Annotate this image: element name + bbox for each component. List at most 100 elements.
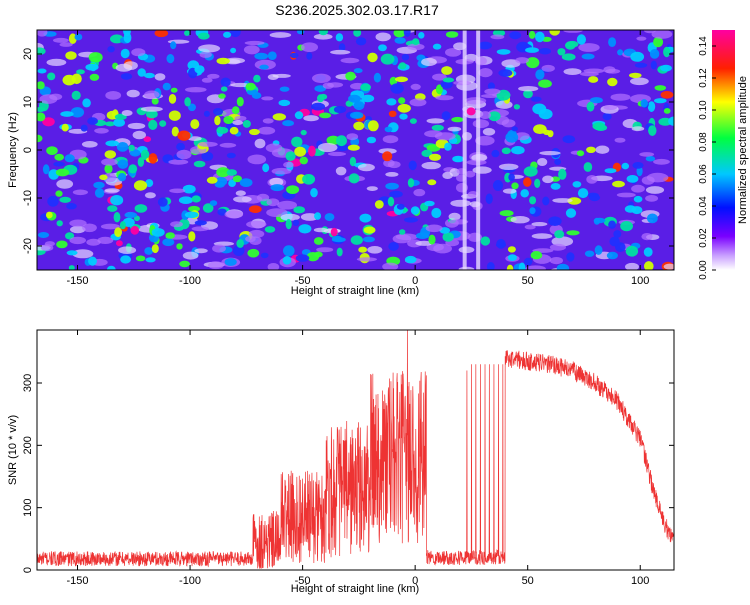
spectrogram-cell — [151, 97, 159, 105]
spectrogram-cell — [421, 161, 441, 170]
spectrogram-cell — [360, 83, 372, 92]
spectrogram-cell — [113, 118, 125, 127]
spectrogram-cell — [441, 66, 453, 75]
spectrogram-cell — [59, 42, 73, 47]
spectrogram-cell — [630, 77, 649, 86]
spectrogram-cell — [491, 149, 500, 158]
spectrogram-cell — [269, 177, 284, 187]
spectrogram-cell — [563, 68, 582, 75]
spectrogram-cell — [144, 247, 154, 255]
spectrogram-cell — [49, 93, 63, 101]
spectrogram-y-label: Frequency (Hz) — [7, 112, 19, 188]
spectrogram-cell — [505, 131, 519, 143]
spectrogram-cell — [607, 77, 618, 87]
spectrogram-cell — [72, 249, 94, 259]
colorbar-tick-label: 0.02 — [698, 228, 709, 248]
spectrogram-cell — [212, 244, 226, 253]
colorbar: 0.00 0.02 0.04 0.06 0.08 0.10 0.12 0.14 Normali… — [698, 30, 749, 280]
spectrogram-cell — [235, 190, 246, 196]
spectrogram-cell — [171, 126, 179, 137]
spectrogram-cell — [654, 98, 667, 104]
spectrogram-cell — [99, 174, 108, 181]
spectrogram-cell — [104, 150, 117, 159]
spectrogram-cell — [283, 245, 295, 257]
spectrogram-cell — [65, 232, 75, 240]
spectrogram-cell — [198, 32, 210, 40]
spectrogram-cell — [431, 207, 442, 219]
spectrogram-cell — [154, 30, 169, 38]
spectrogram-cell — [194, 248, 208, 254]
spectrogram-cell — [184, 211, 199, 219]
spectrogram-cell — [289, 52, 299, 59]
spectrogram-cell — [464, 97, 487, 105]
spectrogram-cell — [535, 69, 545, 80]
spectrogram-cell — [594, 245, 603, 255]
spectrogram-cell — [107, 205, 118, 212]
spectrogram-cell — [47, 195, 59, 207]
spectrogram-cell — [382, 151, 393, 162]
spectrogram-cell — [387, 196, 395, 207]
spectrogram-cell — [116, 142, 129, 152]
spectrogram-cell — [37, 106, 46, 112]
spectrogram-cell — [539, 47, 551, 55]
spectrogram-cell — [646, 172, 669, 183]
spectrogram-cell — [572, 181, 582, 188]
spectrogram-cell — [529, 196, 537, 205]
spectrogram-cell — [269, 32, 292, 38]
spectrogram-cell — [214, 115, 221, 126]
spectrogram-cell — [230, 47, 237, 54]
spectrogram-cell — [88, 256, 97, 266]
spectrogram-cell — [86, 238, 101, 246]
spectrogram-cell — [214, 181, 225, 188]
spectrogram-cell — [549, 243, 567, 251]
spectrogram-cell — [146, 110, 158, 119]
spectrogram-cell — [303, 115, 319, 122]
spectrogram-cell — [387, 161, 401, 169]
snr-x-tick-label: -50 — [295, 575, 311, 587]
spectrogram-cell — [386, 98, 397, 106]
spectrogram-cell — [426, 118, 445, 124]
spectrogram-y-tick-label: -20 — [22, 238, 34, 254]
spectrogram-cell — [663, 263, 674, 270]
spectrogram-cell — [318, 30, 329, 36]
spectrogram-cell — [506, 264, 514, 270]
spectrogram-cell — [267, 74, 279, 80]
spectrogram-cell — [524, 224, 536, 230]
spectrogram-x-axis: -150 -100 -50 0 50 100 — [67, 30, 649, 287]
spectrogram-cell — [282, 120, 294, 127]
spectrogram-cell — [385, 172, 399, 177]
colorbar-tick-label: 0.04 — [698, 196, 709, 216]
spectrogram-cell — [130, 225, 140, 235]
spectrogram-cell — [54, 153, 64, 161]
spectrogram-cell — [128, 164, 138, 174]
spectrogram-cell — [194, 220, 207, 226]
spectrogram-cell — [542, 175, 554, 184]
spectrogram-cell — [576, 34, 587, 45]
spectrogram-cell — [392, 234, 412, 244]
spectrogram-cell — [103, 172, 117, 183]
spectrogram-cell — [259, 64, 269, 70]
spectrogram-cell — [549, 30, 560, 36]
spectrogram-cell — [496, 49, 511, 55]
spectrogram-cell — [178, 196, 193, 204]
spectrogram-cell — [234, 115, 247, 122]
spectrogram-cell — [253, 74, 261, 83]
spectrogram-cell — [266, 208, 288, 218]
spectrogram-cell — [355, 37, 367, 46]
spectrogram-cell — [133, 180, 148, 191]
spectrogram-cell — [272, 113, 286, 121]
spectrogram-cell — [104, 164, 113, 174]
spectrogram-cell — [643, 247, 653, 257]
spectrogram-cell — [232, 175, 242, 183]
spectrogram-cell — [648, 125, 657, 136]
spectrogram-cell — [410, 83, 421, 90]
spectrogram-cell — [660, 91, 674, 99]
spectrogram-x-tick-label: 100 — [631, 275, 649, 287]
spectrogram-cell — [249, 128, 260, 136]
spectrogram-cell — [610, 93, 631, 101]
spectrogram-cell — [332, 235, 342, 242]
spectrogram-cell — [159, 120, 167, 127]
spectrogram-cell — [528, 30, 536, 39]
spectrogram-cell — [55, 190, 63, 197]
spectrogram-cell — [295, 254, 310, 262]
